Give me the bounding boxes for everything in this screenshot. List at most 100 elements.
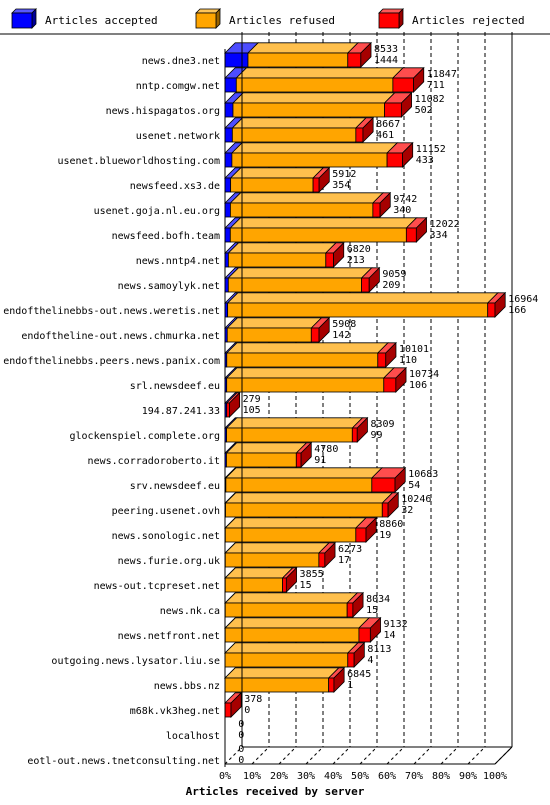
total-label: 6845 <box>347 669 371 680</box>
bar-segment <box>224 52 249 68</box>
rejected-label: 711 <box>427 80 445 91</box>
legend: Articles accepted Articles refused Article… <box>11 8 525 29</box>
bar-segment-side <box>318 316 330 343</box>
x-tick-label: 90% <box>459 771 477 782</box>
bar-segment-top <box>247 42 359 54</box>
bar-segment <box>224 577 283 593</box>
rejected-label: 17 <box>338 555 350 566</box>
bar-segment <box>346 602 354 618</box>
grid-floor-line <box>413 746 432 765</box>
total-label: 4780 <box>314 444 338 455</box>
legend-swatch-side <box>31 8 37 29</box>
bar-segment <box>226 402 230 418</box>
rejected-label: 54 <box>408 480 420 491</box>
bar-segment <box>224 552 320 568</box>
bar-segment <box>224 102 234 118</box>
bar-segment <box>358 627 371 643</box>
server-label: newsfeed.bofh.team <box>112 231 220 242</box>
bar-segment-side <box>415 216 427 243</box>
bar-segment-top <box>224 567 294 579</box>
x-tick-label: 50% <box>351 771 369 782</box>
server-label: news.samoylyk.net <box>118 281 220 292</box>
total-label: 12022 <box>430 219 460 230</box>
rejected-label: 0 <box>244 705 250 716</box>
total-label: 9059 <box>382 269 406 280</box>
grid-floor-line <box>305 746 324 765</box>
grid-floor-line <box>386 746 405 765</box>
total-label: 11082 <box>415 94 445 105</box>
rejected-label: 213 <box>347 255 365 266</box>
bar-segment-side <box>318 166 330 193</box>
bar-segment <box>235 77 394 93</box>
bar-segment <box>328 677 335 693</box>
server-label: news.netfront.net <box>118 631 220 642</box>
bar-segment <box>224 152 233 168</box>
rejected-label: 15 <box>366 605 378 616</box>
x-axis-end-diagonal <box>494 746 513 765</box>
bar-segment-top <box>224 617 371 629</box>
bar-segment-top <box>225 367 395 379</box>
server-label: news.nk.ca <box>160 606 220 617</box>
bar-segment-top <box>235 67 405 79</box>
bar-segment <box>224 77 237 93</box>
grid-floor-line <box>359 746 378 765</box>
x-tick-label: 20% <box>270 771 288 782</box>
bar-segment <box>224 602 348 618</box>
total-label: 11152 <box>416 144 446 155</box>
rejected-label: 4 <box>367 655 373 666</box>
bar-segment <box>318 552 326 568</box>
bar-segment-top <box>231 117 368 129</box>
rejected-label: 433 <box>416 155 434 166</box>
server-label: newsfeed.xs3.de <box>130 181 220 192</box>
bar-segment-top <box>229 167 325 179</box>
total-label: 16964 <box>508 294 538 305</box>
bar-segment-side <box>352 591 364 618</box>
bar-segment-top <box>227 267 373 279</box>
total-label: 8309 <box>370 419 394 430</box>
x-axis: 0% 10% 20% 30% 40% 50% 60% 70% 80% 90% 100% <box>219 32 513 782</box>
bar-segment <box>226 377 385 393</box>
bar-segment <box>381 502 389 518</box>
bar-segment-side <box>400 91 412 118</box>
total-label: 279 <box>243 394 261 405</box>
bar-segment <box>351 427 358 443</box>
total-label: 10246 <box>401 494 431 505</box>
bar-segment-side <box>324 541 336 568</box>
bar-segment <box>355 527 367 543</box>
bar-segment-side <box>285 566 297 593</box>
server-label: usenet.network <box>136 131 220 142</box>
bar-segment <box>224 252 229 268</box>
bar-segment <box>361 277 370 293</box>
bar-segment-top <box>224 517 367 529</box>
rejected-label: 106 <box>409 380 427 391</box>
grid-floor-line <box>467 746 486 765</box>
server-label: localhost <box>166 731 220 742</box>
x-tick-label: 10% <box>243 771 261 782</box>
bar-segment-top <box>226 317 323 329</box>
bar-segment-top <box>224 492 394 504</box>
bar-segment <box>310 327 320 343</box>
bar-segment <box>224 677 330 693</box>
rejected-label: 0 <box>238 730 244 741</box>
bar-segment <box>347 652 355 668</box>
bar-segment-top <box>230 142 399 154</box>
server-label: news.nntp4.net <box>136 256 220 267</box>
legend-label: Articles refused <box>229 14 335 27</box>
server-label: srl.newsdeef.eu <box>130 381 220 392</box>
bar-segment <box>392 77 414 93</box>
bar-segment <box>227 277 362 293</box>
bar-segment-top <box>229 192 385 204</box>
bar-segment-top <box>226 292 499 304</box>
bar-segment-top <box>225 442 308 454</box>
rejected-label: 19 <box>379 530 391 541</box>
rejected-label: 142 <box>332 330 350 341</box>
total-label: 8034 <box>366 594 390 605</box>
x-tick-label: 70% <box>405 771 423 782</box>
total-label: 8533 <box>374 44 398 55</box>
rejected-label: 1 <box>347 680 353 691</box>
server-label: endoftheline-out.news.chmurka.net <box>21 331 220 342</box>
bar-segment <box>224 702 232 718</box>
bar-segment <box>231 152 388 168</box>
